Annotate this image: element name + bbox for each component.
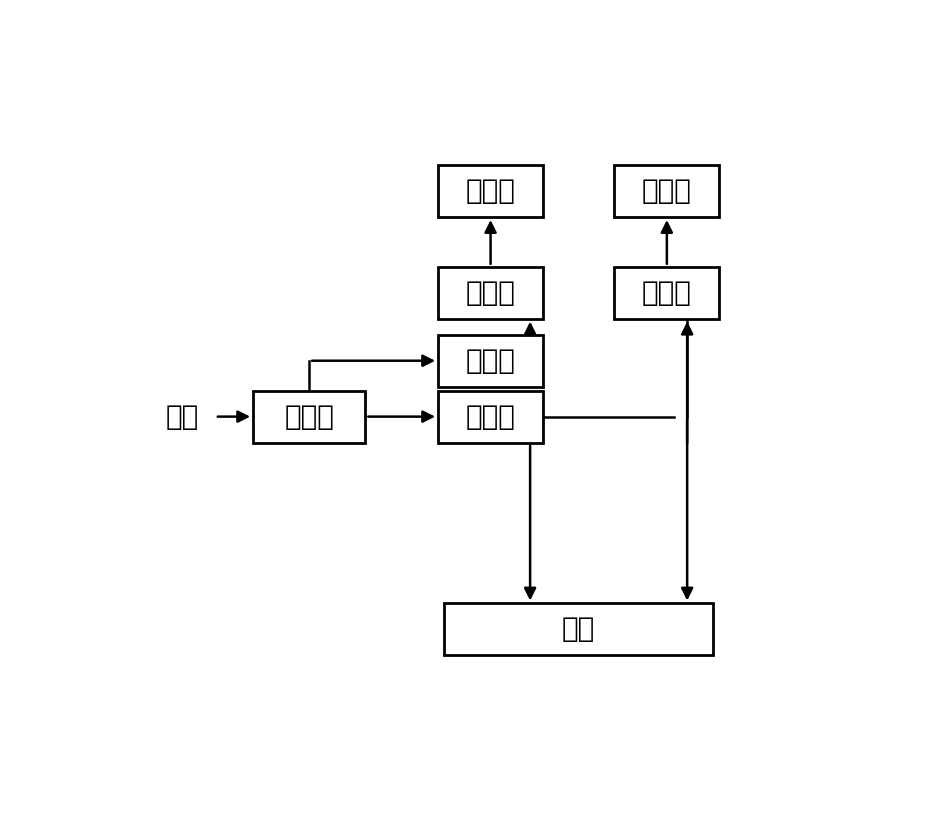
Text: 干涉图: 干涉图 [642,177,692,205]
FancyBboxPatch shape [438,390,543,443]
Text: 干涉仪: 干涉仪 [642,279,692,307]
Text: 分光器: 分光器 [465,346,516,375]
Text: 分光器: 分光器 [285,403,334,431]
Text: 分光器: 分光器 [465,403,516,431]
Text: 激光: 激光 [166,403,199,431]
FancyBboxPatch shape [614,165,720,217]
FancyBboxPatch shape [438,266,543,318]
Text: 干涉图: 干涉图 [465,177,516,205]
FancyBboxPatch shape [614,266,720,318]
Text: 干涉仪: 干涉仪 [465,279,516,307]
Text: 制件: 制件 [562,615,595,644]
FancyBboxPatch shape [438,335,543,387]
FancyBboxPatch shape [438,165,543,217]
FancyBboxPatch shape [445,603,712,656]
FancyBboxPatch shape [253,390,365,443]
